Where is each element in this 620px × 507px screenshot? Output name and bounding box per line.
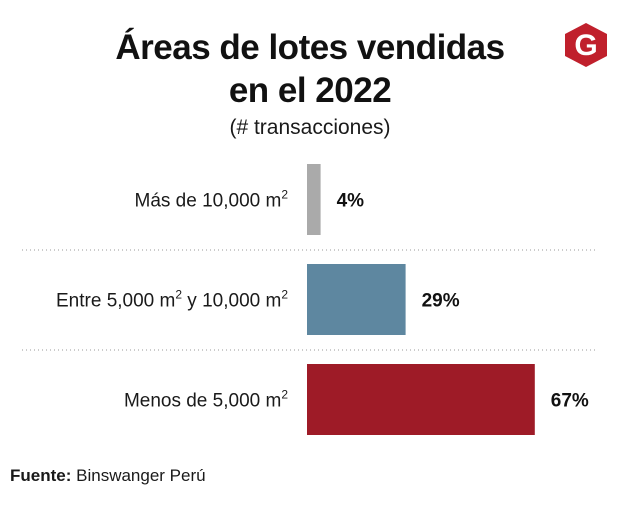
bar-3 <box>307 364 535 435</box>
g-logo-icon: G <box>565 23 607 67</box>
category-label-1: Más de 10,000 m2 <box>135 188 289 212</box>
source-note: Fuente: Binswanger Perú <box>10 466 206 486</box>
category-label-3: Menos de 5,000 m2 <box>124 388 288 412</box>
logo-letter: G <box>574 29 597 62</box>
category-label-2: Entre 5,000 m2 y 10,000 m2 <box>56 288 288 312</box>
chart-title: Áreas de lotes vendidas en el 2022 <box>0 26 620 112</box>
value-label-1: 4% <box>337 191 365 212</box>
source-text: Binswanger Perú <box>76 466 206 485</box>
value-label-2: 29% <box>422 291 460 312</box>
bar-2 <box>307 264 406 335</box>
source-label: Fuente: <box>10 466 72 485</box>
bar-1 <box>307 164 321 235</box>
value-label-3: 67% <box>551 391 589 412</box>
logo-hexagon <box>565 23 607 67</box>
chart-subtitle: (# transacciones) <box>229 116 391 139</box>
chart-title-line-2: en el 2022 <box>228 71 392 110</box>
bar-chart: 4% Más de 10,000 m2 29% Entre 5,000 m2 y 10… <box>22 164 598 435</box>
chart-title-line-1: Áreas de lotes vendidas <box>115 28 505 67</box>
